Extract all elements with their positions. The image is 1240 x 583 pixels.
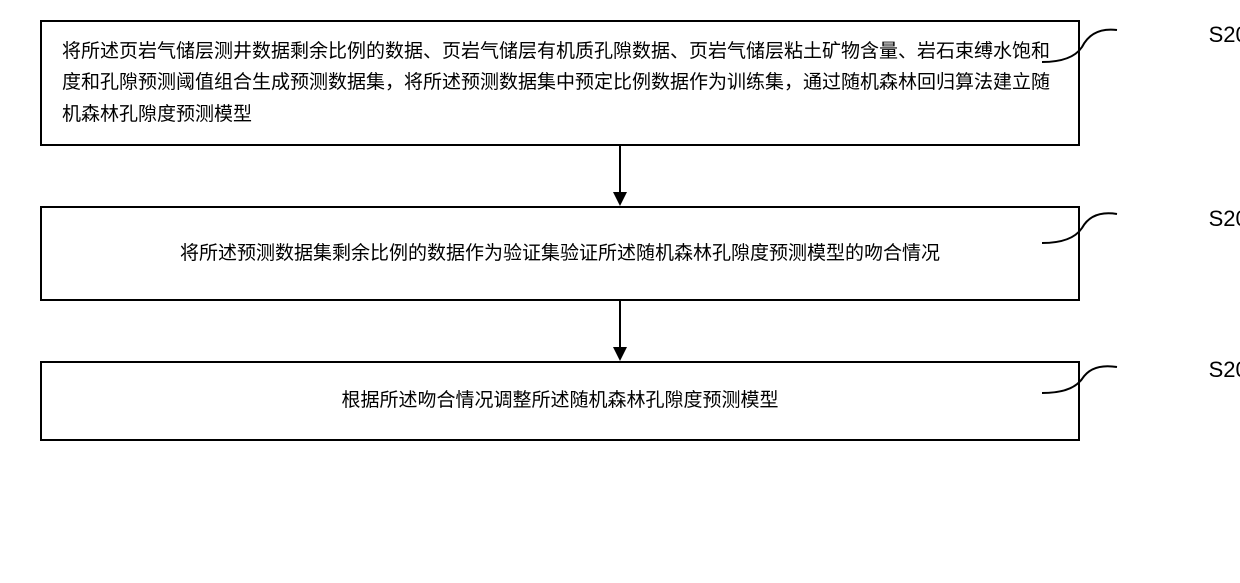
- step-label-s203: S203: [1209, 357, 1240, 383]
- step-text-s203: 根据所述吻合情况调整所述随机森林孔隙度预测模型: [62, 385, 1058, 416]
- step-row-s203: 根据所述吻合情况调整所述随机森林孔隙度预测模型 S203: [40, 361, 1200, 451]
- step-text-s201: 将所述页岩气储层测井数据剩余比例的数据、页岩气储层有机质孔隙数据、页岩气储层粘土…: [62, 36, 1058, 130]
- arrow-s201-s202: [100, 146, 1140, 206]
- flowchart-container: 将所述页岩气储层测井数据剩余比例的数据、页岩气储层有机质孔隙数据、页岩气储层粘土…: [40, 20, 1200, 451]
- step-label-s201: S201: [1209, 22, 1240, 48]
- label-connector-s202: [1080, 206, 1104, 296]
- step-box-s203: 根据所述吻合情况调整所述随机森林孔隙度预测模型: [40, 361, 1080, 441]
- step-text-s202: 将所述预测数据集剩余比例的数据作为验证集验证所述随机森林孔隙度预测模型的吻合情况: [62, 238, 1058, 269]
- label-connector-s201: [1080, 20, 1104, 110]
- step-row-s201: 将所述页岩气储层测井数据剩余比例的数据、页岩气储层有机质孔隙数据、页岩气储层粘土…: [40, 20, 1200, 146]
- label-connector-s203: [1080, 361, 1104, 451]
- step-label-s202: S202: [1209, 206, 1240, 232]
- step-box-s201: 将所述页岩气储层测井数据剩余比例的数据、页岩气储层有机质孔隙数据、页岩气储层粘土…: [40, 20, 1080, 146]
- arrow-s202-s203: [100, 301, 1140, 361]
- step-box-s202: 将所述预测数据集剩余比例的数据作为验证集验证所述随机森林孔隙度预测模型的吻合情况: [40, 206, 1080, 301]
- step-row-s202: 将所述预测数据集剩余比例的数据作为验证集验证所述随机森林孔隙度预测模型的吻合情况…: [40, 206, 1200, 301]
